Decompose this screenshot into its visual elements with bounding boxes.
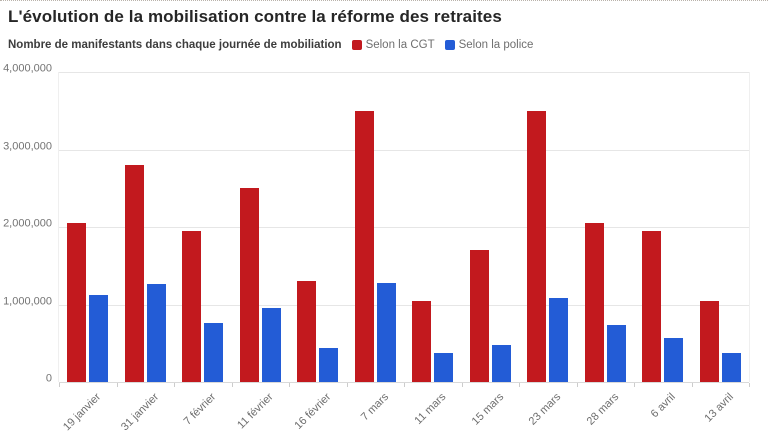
bar-police[interactable]	[261, 307, 281, 382]
x-axis-tick	[289, 383, 290, 387]
legend-item-police[interactable]: Selon la police	[444, 39, 534, 51]
x-axis-label: 7 mars	[358, 391, 391, 424]
bar-cgt[interactable]	[469, 250, 489, 382]
bar-cgt[interactable]	[182, 230, 202, 382]
y-axis-tick-label: 0	[45, 372, 52, 385]
x-axis-tick	[461, 383, 463, 387]
bar-cgt[interactable]	[412, 300, 432, 382]
x-axis-tick	[576, 383, 578, 387]
bar-cgt[interactable]	[67, 223, 87, 382]
bar-group: 6 avril	[634, 72, 692, 420]
x-axis-tick	[59, 383, 60, 387]
bar-cgt[interactable]	[239, 188, 259, 382]
x-axis-tick	[174, 383, 175, 387]
x-axis-tick	[691, 383, 693, 387]
x-axis-tick	[519, 383, 520, 387]
bar-group: 7 février	[174, 72, 232, 428]
bar-group: 19 janvier	[59, 72, 117, 433]
y-gridline	[59, 304, 749, 306]
bar-group: 13 avril	[692, 72, 750, 425]
x-axis-tick	[231, 383, 233, 387]
y-axis-tick-label: 1,000,000	[3, 294, 52, 307]
bar-group: 11 mars	[404, 72, 462, 427]
chart-header: L'évolution de la mobilisation contre la…	[8, 7, 760, 27]
bar-cgt[interactable]	[584, 223, 604, 382]
bar-group: 16 février	[289, 72, 347, 432]
bar-cgt[interactable]	[527, 110, 547, 382]
bar-police[interactable]	[664, 337, 684, 382]
legend-swatch-icon	[444, 40, 455, 50]
x-axis-label: 23 mars	[526, 391, 564, 428]
x-axis-tick	[116, 383, 118, 387]
chart-title: L'évolution de la mobilisation contre la…	[8, 7, 502, 26]
x-axis-label: 11 mars	[412, 391, 449, 428]
y-axis-tick-label: 2,000,000	[3, 217, 52, 230]
bar-group: 28 mars	[577, 72, 635, 428]
subtitle-row: Nombre de manifestants dans chaque journ…	[8, 39, 533, 51]
bar-cgt[interactable]	[124, 165, 144, 382]
bar-group: 23 mars	[519, 72, 577, 428]
bar-cgt[interactable]	[699, 300, 719, 382]
bar-groups: 19 janvier 31 janvier 7 février 11 février 1…	[59, 72, 750, 433]
bar-police[interactable]	[319, 347, 339, 382]
bar-group: 31 janvier	[117, 72, 175, 433]
x-axis-tick	[404, 383, 405, 387]
legend-swatch-icon	[351, 40, 362, 50]
bar-cgt[interactable]	[354, 110, 374, 382]
bar-police[interactable]	[204, 323, 224, 382]
x-axis-tick	[346, 383, 348, 387]
bar-police[interactable]	[491, 344, 511, 382]
legend: Selon la CGT Selon la police	[351, 39, 534, 51]
x-axis-label: 13 avril	[702, 391, 736, 425]
x-axis-tick	[749, 383, 750, 387]
legend-item-cgt[interactable]: Selon la CGT	[351, 39, 435, 51]
x-axis-label: 7 février	[181, 391, 219, 428]
x-axis-label: 19 janvier	[61, 391, 104, 434]
x-axis-tick	[634, 383, 635, 387]
legend-label: Selon la CGT	[365, 39, 435, 51]
bar-group: 7 mars	[347, 72, 405, 423]
bar-police[interactable]	[146, 283, 166, 382]
y-gridline	[59, 72, 749, 73]
y-gridline	[59, 149, 749, 151]
y-gridline	[59, 227, 749, 228]
x-axis-label: 28 mars	[584, 391, 621, 428]
bar-police[interactable]	[434, 353, 454, 382]
bar-police[interactable]	[376, 282, 396, 382]
y-axis-tick-label: 4,000,000	[3, 62, 52, 75]
bar-group: 15 mars	[462, 72, 520, 428]
bar-cgt[interactable]	[297, 281, 317, 382]
legend-label: Selon la police	[458, 39, 534, 51]
y-gridline	[59, 382, 749, 383]
bar-police[interactable]	[721, 352, 741, 382]
x-axis-label: 6 avril	[649, 391, 679, 421]
x-axis-label: 31 janvier	[118, 391, 161, 434]
x-axis-label: 16 février	[292, 391, 334, 432]
bar-cgt[interactable]	[642, 230, 662, 382]
bar-group: 11 février	[232, 72, 290, 431]
bar-police[interactable]	[549, 297, 569, 382]
x-axis-label: 15 mars	[469, 391, 506, 428]
y-axis-tick-label: 3,000,000	[3, 139, 52, 152]
bar-police[interactable]	[606, 324, 626, 382]
x-axis-label: 11 février	[235, 391, 276, 432]
plot-area: 19 janvier 31 janvier 7 février 11 février 1…	[3, 62, 750, 433]
bar-police[interactable]	[89, 295, 109, 382]
chart-subtitle: Nombre de manifestants dans chaque journ…	[8, 39, 342, 51]
